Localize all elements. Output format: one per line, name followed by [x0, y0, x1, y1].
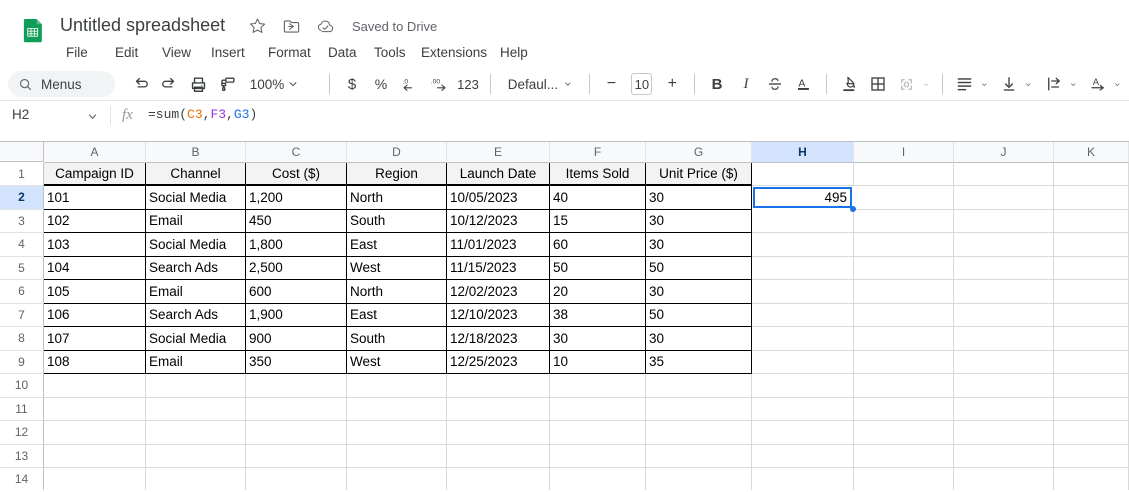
svg-text:A: A — [798, 77, 805, 89]
svg-text:.0: .0 — [403, 78, 409, 85]
svg-text:A: A — [1093, 77, 1100, 87]
svg-text:.00: .00 — [431, 78, 441, 85]
